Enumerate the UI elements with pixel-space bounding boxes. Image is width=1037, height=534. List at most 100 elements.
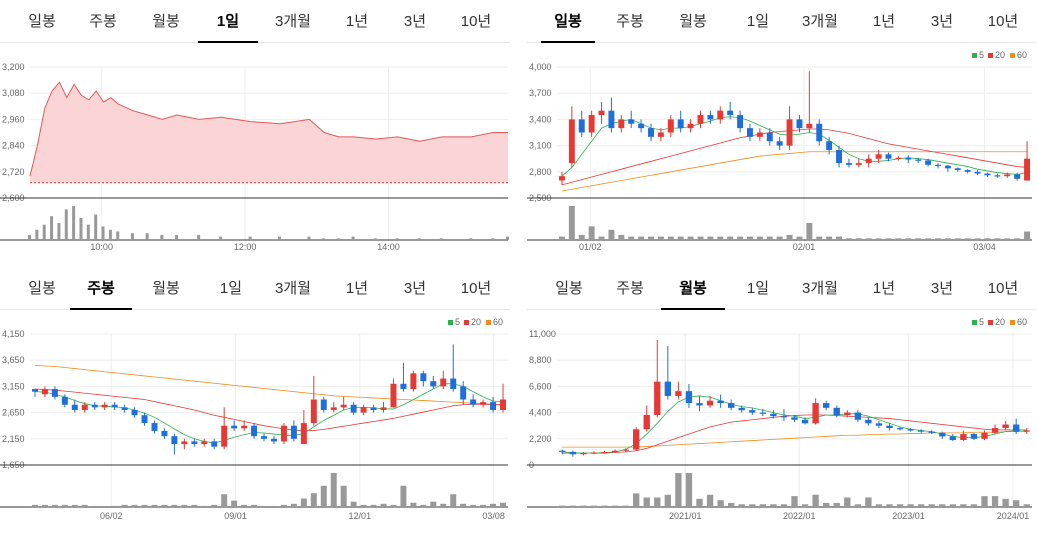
tab-daily[interactable]: 일봉 [555,280,583,297]
tab-1year[interactable]: 1년 [872,13,896,30]
ma60-line [34,365,504,406]
tab-3year[interactable]: 3년 [930,280,954,297]
volume-bar [370,504,377,507]
candle-body [717,400,724,404]
candle-body [611,450,619,452]
volume-bar [1014,238,1021,240]
chart-panel-weekly: 일봉 주봉 월봉 1일 3개월 1년 3년 10년 4,150 3,650 3,150 2,650 2… [0,267,510,532]
volume-bar [360,504,367,507]
tab-10year[interactable]: 10년 [460,280,492,297]
tab-10year[interactable]: 10년 [460,13,492,30]
candle-body [654,381,661,415]
volume-bar [780,504,788,507]
volume-bar [697,236,704,240]
tab-monthly[interactable]: 월봉 [661,267,725,310]
tab-10year[interactable]: 10년 [987,13,1019,30]
candle-body [886,425,893,429]
tab-1day[interactable]: 1일 [219,280,243,297]
tab-daily[interactable]: 일봉 [541,0,595,43]
tab-3year[interactable]: 3년 [403,13,427,30]
tab-3month[interactable]: 3개월 [802,13,838,30]
y-tick-label: 3,150 [2,381,25,391]
volume-bar [984,238,991,240]
candle-body [806,123,813,129]
tab-weekly[interactable]: 주봉 [70,267,132,310]
candle-body [390,383,397,408]
volume-bar [101,505,108,507]
candle-body [1013,424,1020,432]
x-tick-label: 02/01 [793,242,816,252]
x-tick-label: 03/04 [973,242,996,252]
volume-bar [928,504,935,507]
volume-bar [568,206,575,240]
tab-daily[interactable]: 일봉 [28,280,56,297]
chart-panel-daily: 일봉 주봉 월봉 1일 3개월 1년 3년 10년 4,000 3,700 3,400 3,100 2… [527,0,1037,265]
tab-monthly[interactable]: 월봉 [152,280,180,297]
y-tick-label: 8,800 [529,355,552,365]
ma5-line [562,395,1027,454]
tab-3month[interactable]: 3개월 [275,280,311,297]
y-tick-label: 2,960 [2,114,25,124]
candle-body [360,407,367,413]
tab-3month[interactable]: 3개월 [802,280,838,297]
candle-body [918,430,925,432]
tab-monthly[interactable]: 월봉 [679,13,707,30]
volume-bar [430,501,437,507]
tab-monthly[interactable]: 월봉 [152,13,180,30]
volume-bar [907,504,914,507]
candle-body [490,402,497,410]
volume-bar [677,236,684,240]
candle-body [211,441,218,447]
tab-weekly[interactable]: 주봉 [89,13,117,30]
candle-body [801,419,809,424]
candle-body [791,417,798,420]
volume-bar [72,206,76,240]
candle-body [875,423,883,426]
volume-bar [41,504,48,507]
x-tick-label: 14:00 [377,242,400,252]
tab-1day[interactable]: 1일 [746,13,770,30]
tab-daily[interactable]: 일봉 [28,13,56,30]
candle-body [696,403,703,406]
candle-body [1023,430,1030,432]
period-tabs: 일봉 주봉 월봉 1일 3개월 1년 3년 10년 [0,0,510,43]
candle-body [954,168,961,171]
legend-swatch [972,320,977,325]
tab-1year[interactable]: 1년 [345,13,369,30]
candle-body [221,425,228,447]
tab-1year[interactable]: 1년 [345,280,369,297]
x-tick-label: 2024/01 [997,511,1030,521]
tab-weekly[interactable]: 주봉 [616,13,644,30]
candle-body [500,399,507,410]
candle-body [410,373,417,390]
candle-body [984,173,991,176]
volume-bar [440,503,447,507]
volume-bar [270,505,277,507]
volume-bar [747,236,753,240]
tab-weekly[interactable]: 주봉 [616,280,644,297]
legend-swatch [1010,53,1015,58]
y-tick-label: 2,150 [2,434,25,444]
candle-body [697,115,704,124]
candle-body [657,132,664,137]
y-tick-label: 4,000 [529,62,552,72]
tab-3year[interactable]: 3년 [930,13,954,30]
volume-bar [1002,498,1009,507]
candle-body [608,110,615,129]
x-tick-label: 06/02 [100,511,123,521]
tab-1day[interactable]: 1일 [198,0,258,43]
tab-3month[interactable]: 3개월 [275,13,311,30]
tab-10year[interactable]: 10년 [987,280,1019,297]
tab-3year[interactable]: 3년 [403,280,427,297]
x-tick-label: 2021/01 [669,511,702,521]
volume-bar [400,485,407,507]
legend-swatch [988,320,993,325]
tab-1day[interactable]: 1일 [746,280,770,297]
candle-body [290,425,297,439]
tab-1year[interactable]: 1년 [872,280,896,297]
candle-body [590,452,598,454]
price-area [30,82,508,183]
y-tick-label: 3,700 [529,88,552,98]
